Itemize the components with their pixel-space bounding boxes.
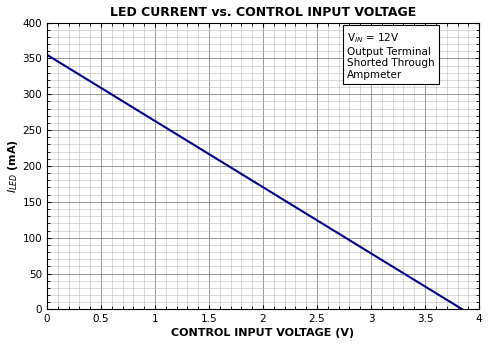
Title: LED CURRENT vs. CONTROL INPUT VOLTAGE: LED CURRENT vs. CONTROL INPUT VOLTAGE xyxy=(110,6,416,19)
Y-axis label: $I_{LED}$ (mA): $I_{LED}$ (mA) xyxy=(5,139,20,193)
X-axis label: CONTROL INPUT VOLTAGE (V): CONTROL INPUT VOLTAGE (V) xyxy=(171,329,355,338)
Text: V$_{IN}$ = 12V
Output Terminal
Shorted Through
Ampmeter: V$_{IN}$ = 12V Output Terminal Shorted T… xyxy=(347,31,435,80)
